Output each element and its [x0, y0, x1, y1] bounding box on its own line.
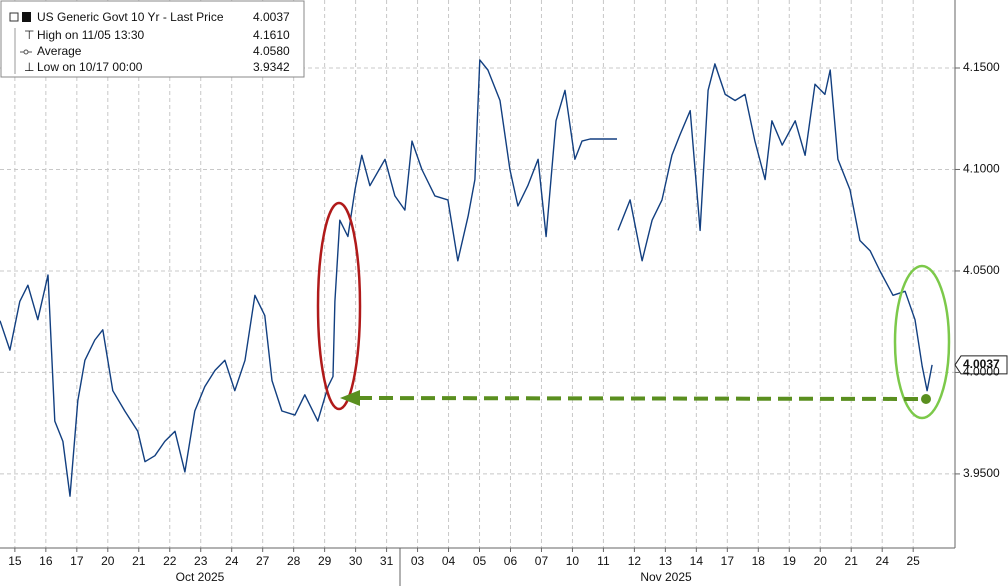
x-tick-label: 21: [132, 554, 146, 568]
x-tick-label: 27: [256, 554, 270, 568]
y-tick-label: 4.1500: [963, 60, 1000, 74]
x-tick-label: 07: [535, 554, 549, 568]
green-ellipse: [893, 264, 951, 420]
legend-icon: ⊤: [24, 28, 34, 42]
x-tick-label: 21: [845, 554, 859, 568]
x-tick-label: 10: [566, 554, 580, 568]
price-line: [0, 59, 933, 497]
x-tick-label: 25: [907, 554, 921, 568]
x-tick-label: 24: [225, 554, 239, 568]
x-tick-label: 03: [411, 554, 425, 568]
x-tick-label: 14: [690, 554, 704, 568]
legend-value: 4.1610: [253, 28, 290, 42]
legend-label: Average: [37, 44, 82, 58]
plot: [0, 59, 933, 497]
x-tick-label: 30: [349, 554, 363, 568]
legend-icon: [22, 12, 31, 22]
x-tick-label: 17: [721, 554, 735, 568]
legend-icon: ⊥: [24, 60, 34, 74]
y-tick-label: 4.1000: [963, 162, 1000, 176]
red-ellipse: [316, 201, 362, 411]
x-tick-label: 12: [628, 554, 642, 568]
x-tick-label: 20: [101, 554, 115, 568]
last-price-tag: 4.0037: [954, 355, 1008, 375]
x-tick-label: 16: [39, 554, 53, 568]
x-tick-label: 22: [163, 554, 177, 568]
x-tick-label: 17: [70, 554, 84, 568]
legend: US Generic Govt 10 Yr - Last Price 4.003…: [0, 0, 305, 78]
x-tick-label: 29: [318, 554, 332, 568]
dashed-arrow: [357, 396, 926, 401]
arrow-dot: [921, 394, 931, 404]
x-tick-label: 28: [287, 554, 301, 568]
x-tick-label: 23: [194, 554, 208, 568]
y-tick-label: 4.0000: [963, 365, 1000, 379]
legend-icon: [23, 49, 29, 55]
legend-value: 4.0037: [253, 10, 290, 24]
legend-label: High on 11/05 13:30: [37, 28, 145, 42]
x-tick-label: 06: [504, 554, 518, 568]
y-tick-label: 3.9500: [963, 466, 1000, 480]
x-tick-label: 15: [8, 554, 22, 568]
legend-value: 4.0580: [253, 44, 290, 58]
x-tick-label: 24: [876, 554, 890, 568]
legend-value: 3.9342: [253, 60, 290, 74]
tag-label: 4.0037: [963, 357, 1000, 371]
month-label: Oct 2025: [176, 570, 225, 584]
legend-label: US Generic Govt 10 Yr - Last Price: [37, 10, 224, 24]
x-tick-label: 05: [473, 554, 487, 568]
legend-box: [0, 0, 305, 78]
arrow-head: [340, 390, 360, 406]
x-tick-label: 20: [814, 554, 828, 568]
x-tick-label: 13: [659, 554, 673, 568]
x-tick-label: 04: [442, 554, 456, 568]
x-tick-label: 18: [752, 554, 766, 568]
month-label: Nov 2025: [640, 570, 692, 584]
y-tick-label: 4.0500: [963, 263, 1000, 277]
x-tick-label: 11: [597, 554, 610, 568]
x-tick-label: 19: [783, 554, 797, 568]
grid: [0, 0, 955, 548]
x-tick-label: 31: [380, 554, 394, 568]
legend-icon: [9, 12, 19, 22]
legend-label: Low on 10/17 00:00: [37, 60, 143, 74]
